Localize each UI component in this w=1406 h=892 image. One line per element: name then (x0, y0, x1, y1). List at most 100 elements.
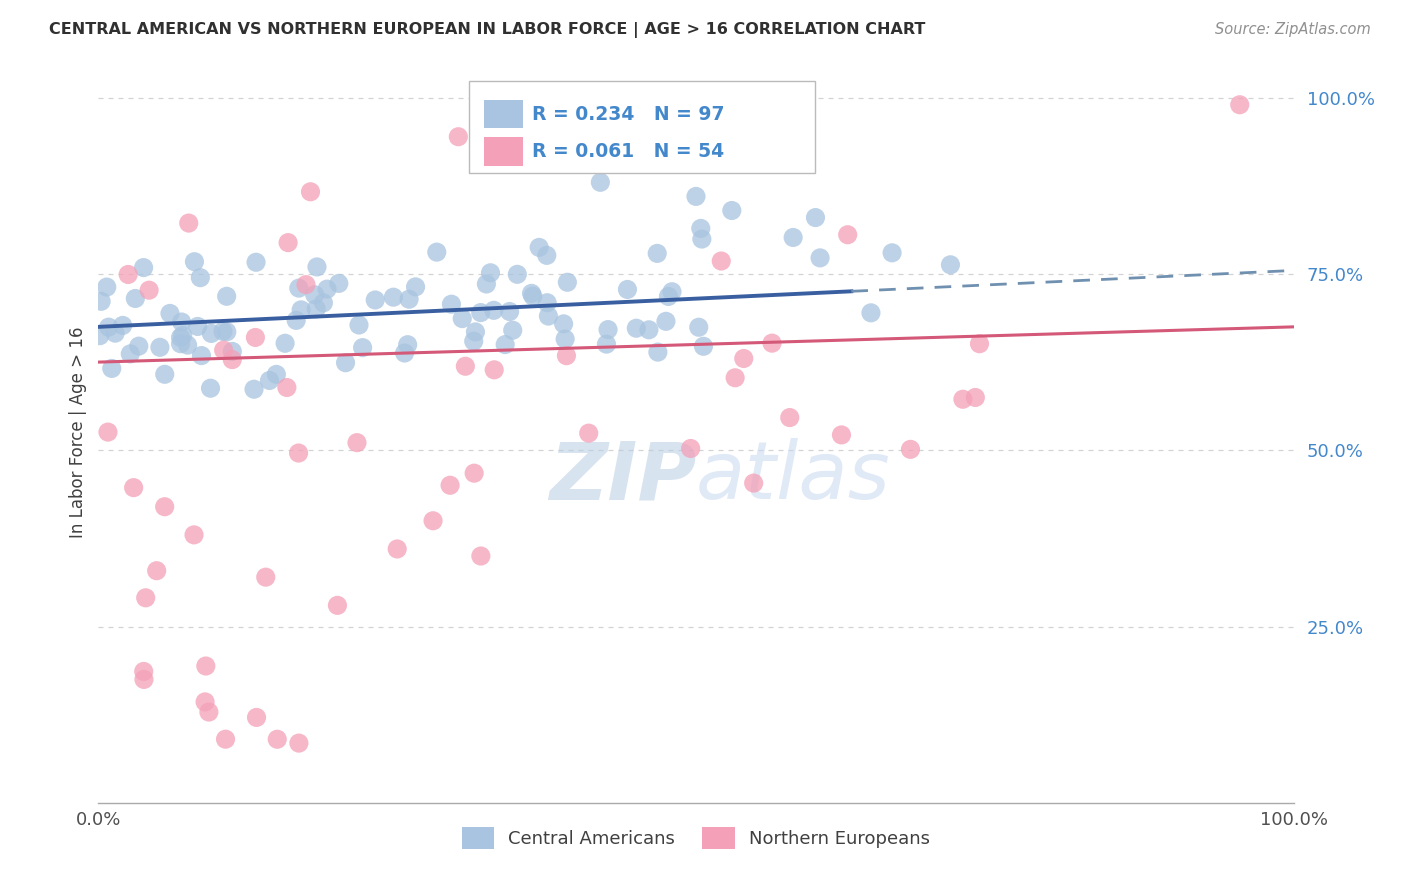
Point (215, 289, 238, 303)
Point (326, 599, 349, 613)
Point (245, 255, 267, 269)
Point (385, 541, 409, 556)
Text: R = 0.234   N = 97: R = 0.234 N = 97 (533, 104, 724, 124)
Point (170, 315, 193, 329)
Point (347, 318, 370, 332)
Point (616, 282, 638, 296)
Point (522, 289, 544, 303)
Point (782, 230, 804, 244)
Point (1229, 97, 1251, 112)
Point (259, 374, 281, 388)
Point (710, 254, 733, 268)
Point (520, 286, 543, 301)
Point (553, 317, 575, 331)
Point (626, 321, 648, 335)
Point (122, 481, 145, 495)
Point (290, 302, 312, 317)
Point (463, 466, 485, 480)
Point (657, 289, 679, 303)
Point (183, 254, 205, 268)
Point (647, 345, 669, 359)
Point (276, 380, 298, 394)
Point (965, 391, 987, 405)
Point (198, 705, 221, 719)
Point (96, 280, 118, 294)
Point (502, 323, 524, 337)
Point (124, 292, 146, 306)
Point (274, 336, 297, 351)
Point (295, 277, 318, 292)
Point (830, 428, 852, 442)
Point (494, 337, 516, 351)
Point (952, 392, 974, 407)
Point (454, 359, 477, 374)
Point (688, 320, 710, 334)
Point (447, 129, 470, 144)
Point (285, 313, 308, 327)
Point (135, 591, 157, 605)
Point (221, 344, 243, 359)
Point (316, 282, 339, 296)
Point (132, 665, 155, 679)
Point (692, 339, 714, 353)
Point (382, 290, 405, 304)
Point (939, 258, 962, 272)
Legend: Central Americans, Northern Europeans: Central Americans, Northern Europeans (454, 821, 938, 856)
Point (254, 570, 277, 584)
Point (969, 336, 991, 351)
Point (690, 232, 713, 246)
Point (183, 528, 205, 542)
Point (299, 185, 322, 199)
Point (159, 306, 181, 320)
Point (266, 732, 288, 747)
Point (312, 296, 335, 310)
Point (288, 281, 311, 295)
Point (638, 323, 661, 337)
Point (120, 347, 142, 361)
Point (287, 446, 309, 460)
Point (679, 442, 702, 456)
Point (464, 325, 486, 339)
Point (245, 330, 267, 344)
Point (808, 251, 831, 265)
Bar (485, 100, 523, 128)
Point (304, 287, 326, 301)
Point (451, 311, 474, 326)
Point (422, 514, 444, 528)
Point (721, 203, 744, 218)
Point (742, 476, 765, 491)
Point (859, 306, 882, 320)
Point (200, 381, 222, 395)
Point (761, 336, 783, 351)
Point (117, 268, 139, 282)
Point (266, 368, 288, 382)
Point (470, 549, 492, 563)
Point (346, 435, 368, 450)
Point (200, 326, 222, 341)
Point (188, 270, 211, 285)
Point (335, 356, 357, 370)
Point (804, 211, 827, 225)
Point (177, 216, 200, 230)
Text: ZIP: ZIP (548, 438, 696, 516)
Point (352, 341, 374, 355)
Point (169, 336, 191, 351)
Point (138, 283, 160, 297)
Point (288, 736, 311, 750)
Point (128, 339, 150, 353)
Point (396, 337, 419, 351)
Point (837, 227, 859, 242)
Point (482, 363, 505, 377)
Point (172, 328, 194, 343)
Point (215, 325, 238, 339)
Point (655, 314, 678, 328)
Point (405, 280, 427, 294)
Point (214, 732, 236, 747)
Point (394, 346, 416, 360)
Point (426, 245, 449, 260)
Point (733, 351, 755, 366)
Point (277, 235, 299, 250)
Point (145, 564, 167, 578)
Point (221, 352, 243, 367)
Point (475, 277, 498, 291)
